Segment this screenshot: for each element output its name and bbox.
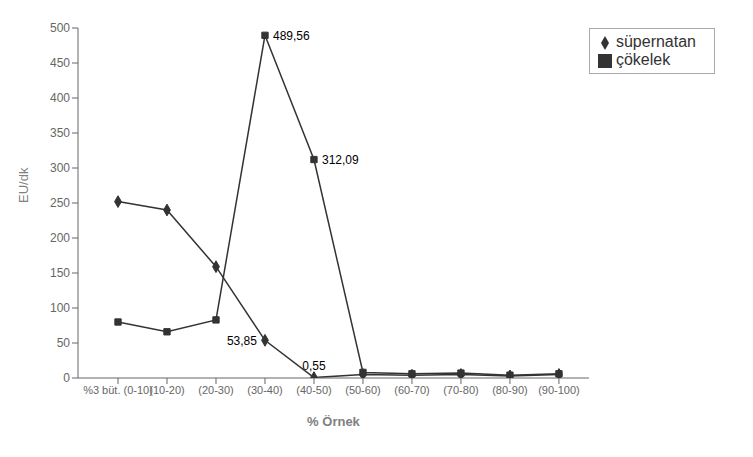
- svg-text:100: 100: [50, 301, 70, 315]
- svg-text:300: 300: [50, 161, 70, 175]
- svg-text:489,56: 489,56: [273, 29, 310, 43]
- svg-text:200: 200: [50, 231, 70, 245]
- svg-text:(70-80): (70-80): [443, 384, 478, 396]
- svg-text:0,55: 0,55: [302, 359, 326, 373]
- svg-text:(90-100): (90-100): [538, 384, 580, 396]
- svg-text:%3 büt. (0-10): %3 büt. (0-10): [83, 384, 153, 396]
- svg-text:(30-40): (30-40): [247, 384, 282, 396]
- svg-text:450: 450: [50, 56, 70, 70]
- svg-text:50: 50: [57, 336, 71, 350]
- svg-text:400: 400: [50, 91, 70, 105]
- svg-text:0: 0: [63, 371, 70, 385]
- svg-text:350: 350: [50, 126, 70, 140]
- svg-text:EU/dk: EU/dk: [16, 167, 31, 203]
- svg-text:500: 500: [50, 21, 70, 35]
- svg-text:(60-70): (60-70): [394, 384, 429, 396]
- html-text:çökelek: çökelek: [615, 51, 671, 68]
- svg-text:312,09: 312,09: [322, 153, 359, 167]
- svg-text:(50-60): (50-60): [345, 384, 380, 396]
- svg-text:250: 250: [50, 196, 70, 210]
- svg-text:% Örnek: % Örnek: [307, 414, 361, 429]
- svg-text:(80-90): (80-90): [492, 384, 527, 396]
- svg-text:(10-20): (10-20): [149, 384, 184, 396]
- html-text:süpernatan: süpernatan: [615, 33, 696, 50]
- svg-text:150: 150: [50, 266, 70, 280]
- svg-text:(20-30): (20-30): [198, 384, 233, 396]
- svg-text:(40-50): (40-50): [296, 384, 331, 396]
- svg-text:53,85: 53,85: [227, 334, 257, 348]
